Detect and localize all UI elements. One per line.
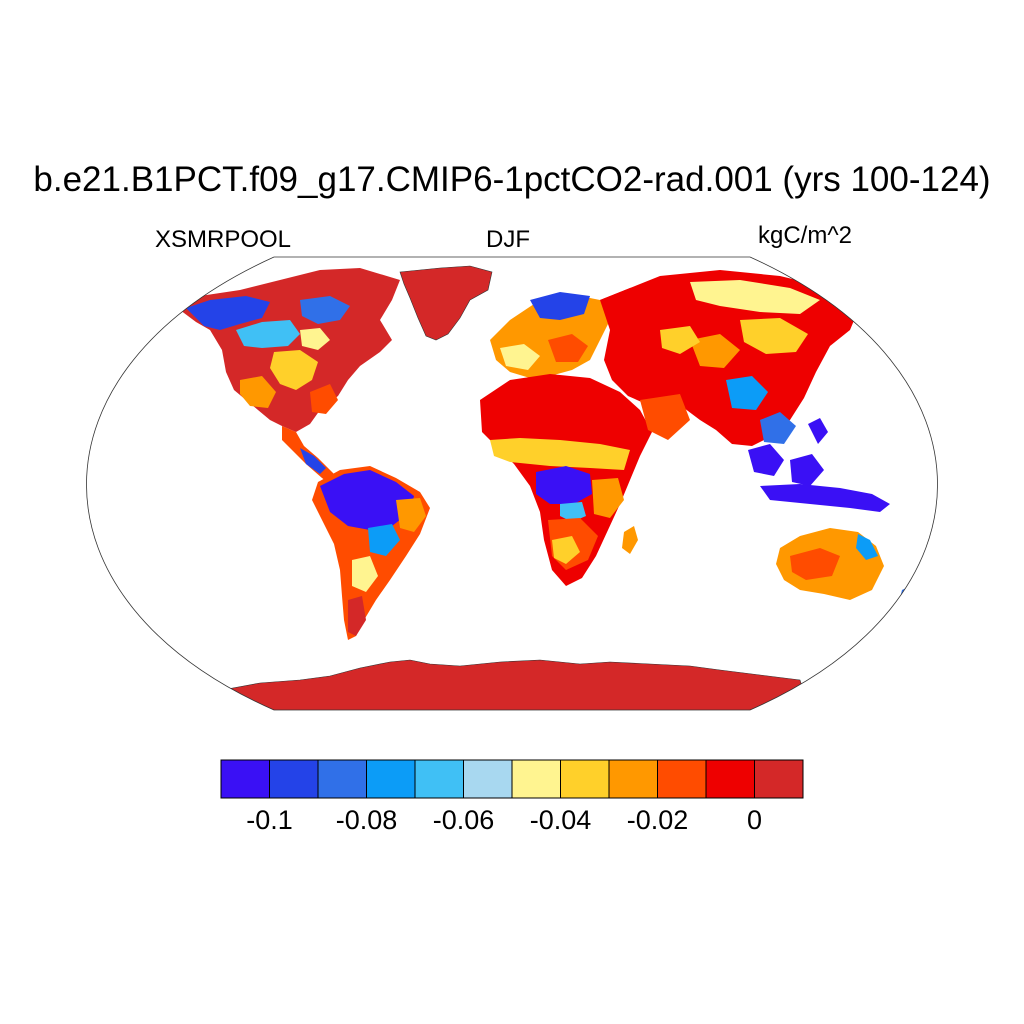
colorbar-tick-label: -0.06 — [432, 805, 495, 835]
colorbar-swatch-9 — [657, 759, 707, 799]
units-label: kgC/m^2 — [758, 222, 852, 249]
globe-outline — [86, 256, 938, 711]
colorbar-tick-label: 0 — [746, 805, 763, 835]
colorbar-tick-label: -0.08 — [335, 805, 398, 835]
colorbar-swatch-11 — [754, 759, 804, 799]
colorbar-swatch-7 — [560, 759, 610, 799]
season-label: DJF — [486, 226, 530, 253]
colorbar-swatch-0 — [220, 759, 270, 799]
north-america — [180, 268, 400, 490]
colorbar-swatch-6 — [511, 759, 561, 799]
south-america — [312, 466, 430, 640]
asia — [600, 270, 860, 446]
colorbar-swatch-3 — [366, 759, 416, 799]
southeast-asia — [748, 418, 890, 512]
variable-label: XSMRPOOL — [155, 226, 292, 253]
colorbar-swatch-10 — [705, 759, 755, 799]
colorbar-swatch-1 — [269, 759, 319, 799]
colorbar-tick-label: -0.1 — [246, 805, 293, 835]
australia — [776, 528, 884, 600]
page-title: b.e21.B1PCT.f09_g17.CMIP6-1pctCO2-rad.00… — [33, 160, 991, 199]
colorbar-tick-label: -0.02 — [626, 805, 689, 835]
antarctica — [209, 659, 811, 710]
africa — [480, 374, 652, 586]
colorbar-swatch-4 — [414, 759, 464, 799]
colorbar-swatch-8 — [608, 759, 658, 799]
colorbar-swatch-5 — [463, 759, 513, 799]
colorbar-swatch-2 — [317, 759, 367, 799]
colorbar-tick-label: -0.04 — [529, 805, 592, 835]
greenland — [399, 265, 493, 341]
